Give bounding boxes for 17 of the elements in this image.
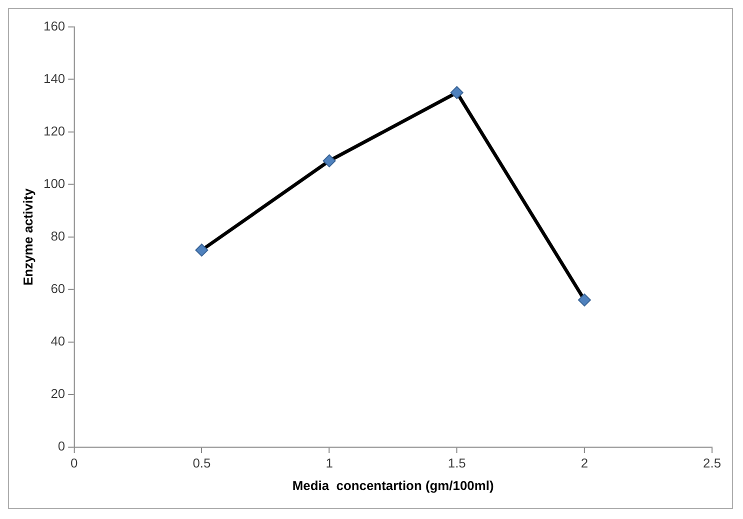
y-tick-label: 40: [50, 334, 66, 349]
x-tick-label: 1.5: [448, 455, 466, 470]
y-tick-label: 100: [44, 176, 66, 192]
y-tick-label: 80: [50, 228, 66, 244]
y-tick-label: 120: [44, 124, 66, 139]
x-tick-label: 2.5: [703, 455, 722, 470]
x-tick-label: 0.5: [192, 455, 211, 470]
y-axis-title: Enzyme activity: [20, 188, 36, 286]
y-tick-label: 140: [44, 71, 66, 86]
y-tick-label: 160: [44, 18, 66, 34]
x-axis-title: Media concentartion (gm/100ml): [292, 478, 494, 493]
y-tick-label: 20: [50, 386, 66, 402]
y-tick-label: 60: [50, 281, 66, 296]
x-tick-label: 0: [70, 455, 78, 470]
y-tick-label: 0: [58, 438, 66, 454]
x-tick-label: 2: [580, 455, 588, 470]
x-tick-label: 1: [326, 455, 333, 470]
